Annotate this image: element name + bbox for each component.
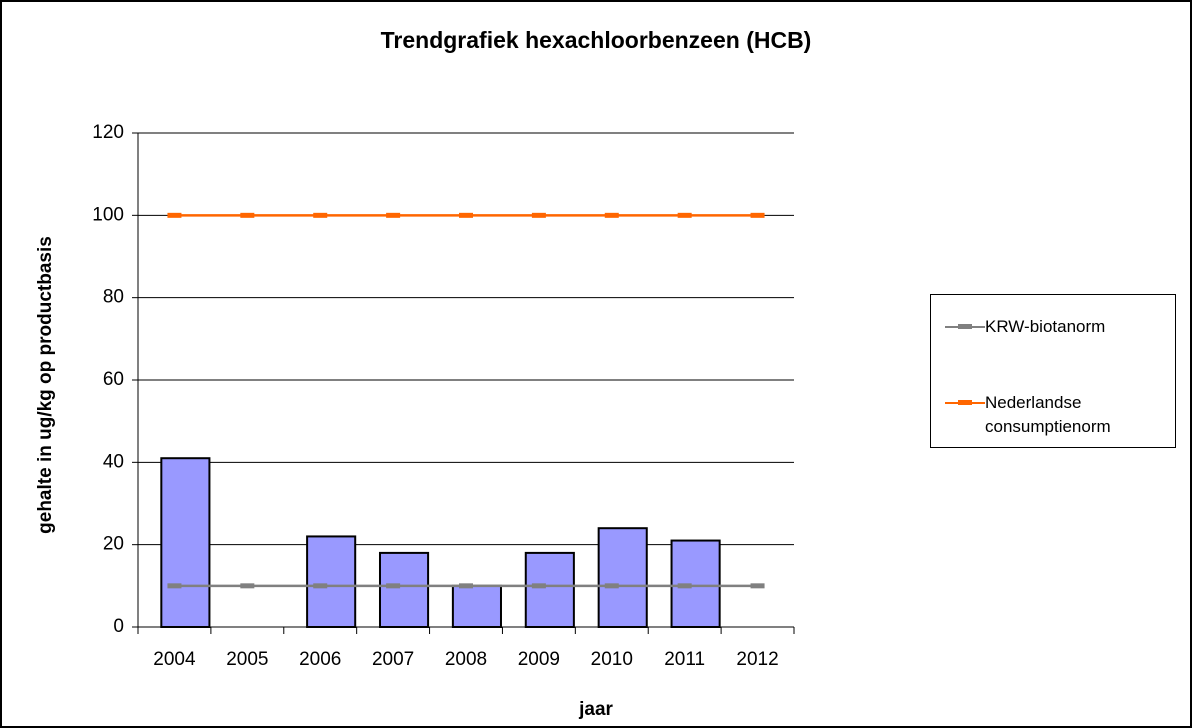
legend-item: KRW-biotanorm	[945, 315, 1165, 339]
line-marker	[459, 583, 473, 589]
chart-title: Trendgrafiek hexachloorbenzeen (HCB)	[381, 27, 812, 53]
x-tick-label: 2008	[445, 649, 487, 670]
legend-item: Nederlandse consumptienorm	[945, 391, 1165, 439]
bar	[451, 584, 502, 628]
line-marker	[313, 583, 328, 589]
line-marker	[677, 212, 692, 218]
line-marker	[240, 212, 255, 218]
legend-symbol	[945, 315, 985, 335]
line-marker	[167, 212, 182, 218]
x-tick-label: 2009	[518, 649, 560, 670]
line-marker	[386, 212, 401, 218]
line-marker	[677, 583, 692, 589]
bar	[378, 551, 430, 629]
x-tick-label: 2004	[153, 649, 196, 670]
y-tick-label: 0	[113, 616, 124, 637]
line-marker	[240, 583, 255, 589]
line-marker	[313, 212, 328, 218]
line-marker	[459, 212, 473, 218]
line-marker	[531, 212, 546, 218]
y-axis-label: gehalte in ug/kg op productbasis	[35, 236, 56, 534]
line-marker	[531, 583, 546, 589]
line-marker	[386, 583, 401, 589]
x-tick-label: 2012	[736, 649, 778, 670]
y-tick-label: 60	[103, 369, 124, 390]
legend-label: Nederlandse consumptienorm	[985, 393, 1111, 436]
bar	[160, 457, 211, 629]
line-marker	[604, 212, 619, 218]
bar	[524, 551, 575, 629]
x-tick-label: 2007	[372, 649, 414, 670]
y-tick-label: 120	[92, 122, 124, 143]
legend: KRW-biotanorm Nederlandse consumptienorm	[930, 294, 1176, 448]
y-tick-label: 100	[92, 204, 124, 225]
y-tick-label: 20	[103, 534, 124, 555]
legend-symbol	[945, 391, 985, 411]
line-marker	[604, 583, 619, 589]
x-axis-label: jaar	[578, 699, 613, 720]
bar	[597, 527, 648, 629]
y-tick-label: 40	[103, 451, 124, 472]
x-tick-label: 2010	[591, 649, 633, 670]
line-marker	[750, 212, 765, 218]
x-tick-label: 2005	[226, 649, 268, 670]
line-marker	[167, 583, 182, 589]
x-tick-label: 2006	[299, 649, 341, 670]
line-marker	[750, 583, 765, 589]
x-tick-label: 2011	[664, 649, 705, 670]
legend-label: KRW-biotanorm	[985, 317, 1106, 336]
bar	[670, 539, 721, 628]
y-tick-label: 80	[103, 287, 124, 308]
bar	[306, 535, 357, 629]
